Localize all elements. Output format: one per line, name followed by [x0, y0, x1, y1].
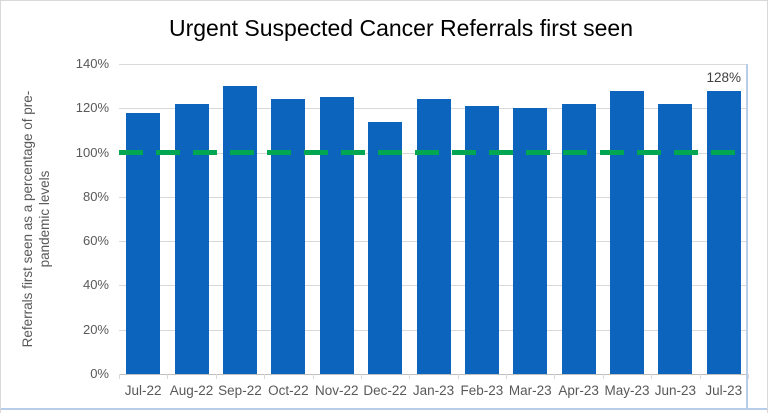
x-axis-tickmark	[651, 374, 653, 379]
bar-Oct-22	[271, 99, 306, 374]
x-axis-tickmark	[506, 374, 508, 379]
y-tick-label-140: 140%	[75, 56, 109, 71]
bar-Jul-22	[126, 112, 161, 374]
bar-Nov-22	[319, 97, 354, 374]
x-axis-label-Jul-23: Jul-23	[705, 383, 743, 398]
x-axis-tickmark	[457, 374, 459, 379]
x-axis-label-Jul-22: Jul-22	[124, 383, 162, 398]
x-axis-tickmark	[264, 374, 266, 379]
bar-Dec-22	[368, 121, 403, 374]
x-axis-tickmark	[409, 374, 411, 379]
bar-Jan-23	[416, 99, 451, 374]
bar-Sep-22	[222, 86, 257, 374]
y-tick-label-20: 20%	[82, 321, 109, 337]
x-axis-label-Mar-23: Mar-23	[508, 383, 552, 398]
bar-Feb-23	[464, 106, 499, 374]
bar-Jun-23	[658, 103, 693, 374]
y-axis-title-line1: Referrals first seen as a percentage of …	[20, 90, 35, 348]
bottom-gridline-rule	[1, 408, 767, 410]
x-axis-line	[119, 374, 748, 375]
x-axis-label-Oct-22: Oct-22	[268, 383, 309, 398]
x-axis-label-Jan-23: Jan-23	[412, 383, 455, 398]
y-tick-label-80: 80%	[82, 188, 109, 204]
y-axis-title-line2: pandemic levels	[37, 170, 52, 268]
y-tick-label-0: 0%	[90, 366, 109, 381]
x-axis-label-May-23: May-23	[604, 383, 650, 398]
y-tick-label-100: 100%	[75, 144, 109, 160]
bar-Apr-23	[561, 103, 596, 374]
bar-Aug-22	[174, 103, 209, 374]
x-axis-tickmark	[167, 374, 169, 379]
data-label-Jul-23: 128%	[706, 69, 742, 85]
x-axis-tickmark	[554, 374, 556, 379]
x-axis-label-Feb-23: Feb-23	[460, 383, 504, 398]
y-tick-label-40: 40%	[82, 277, 109, 293]
bar-Jul-23	[706, 90, 741, 374]
x-axis-label-Nov-22: Nov-22	[314, 383, 359, 398]
y-axis-title: Referrals first seen as a percentage of …	[19, 49, 55, 389]
x-axis-label-Aug-22: Aug-22	[169, 383, 214, 398]
x-axis-label-Sep-22: Sep-22	[218, 383, 262, 398]
x-axis-label-Apr-23: Apr-23	[558, 383, 599, 398]
bar-Mar-23	[513, 108, 548, 374]
reference-line-100pct	[119, 150, 748, 156]
right-gridline-rule	[746, 64, 748, 410]
x-axis-tickmark	[119, 374, 120, 379]
gridline-140	[119, 64, 748, 65]
x-axis-tickmark	[602, 374, 604, 379]
y-tick-label-60: 60%	[82, 233, 109, 249]
x-axis-tickmark	[312, 374, 314, 379]
y-tick-label-120: 120%	[75, 100, 109, 116]
x-axis-label-Dec-22: Dec-22	[363, 383, 407, 398]
x-axis-tickmark	[360, 374, 362, 379]
chart-title: Urgent Suspected Cancer Referrals first …	[168, 15, 634, 41]
x-axis-tickmark	[699, 374, 701, 379]
bar-May-23	[610, 90, 645, 374]
x-axis-tickmark	[215, 374, 217, 379]
x-axis-label-Jun-23: Jun-23	[654, 383, 697, 398]
x-axis-tickmark	[748, 374, 749, 379]
plot-area	[119, 64, 748, 375]
